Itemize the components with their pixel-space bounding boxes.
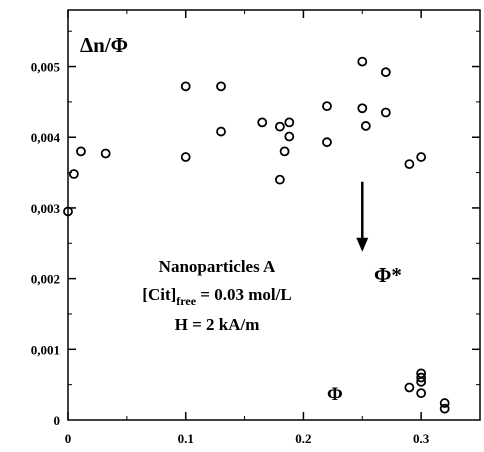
- data-point: [216, 81, 226, 92]
- data-point: [322, 137, 332, 148]
- citrate-concentration: [Cit]free = 0.03 mol/L: [142, 285, 291, 308]
- data-point: [216, 126, 226, 137]
- data-point: [357, 56, 368, 67]
- data-point: [180, 152, 191, 162]
- y-tick-label: 0,005: [31, 60, 61, 75]
- tick-labels: 0 0.1 0.2 0.3 0,001 0,002 0,003 0,004 0,005 0: [31, 60, 430, 446]
- arrow-head: [356, 237, 369, 252]
- citrate-value: = 0.03 mol/L: [196, 285, 292, 304]
- x-tick-label: 0.3: [413, 431, 430, 446]
- x-tick-label: 0.1: [178, 431, 194, 446]
- sample-name: Nanoparticles A: [159, 257, 276, 276]
- plot-frame: [67, 9, 481, 421]
- citrate-subscript: free: [176, 294, 196, 308]
- axis-ticks: [67, 10, 480, 420]
- data-point: [322, 101, 332, 112]
- data-point: [380, 107, 391, 118]
- magnetic-field: H = 2 kA/m: [175, 315, 260, 334]
- data-point: [416, 152, 427, 162]
- y-tick-label: 0: [54, 413, 61, 428]
- data-point: [416, 376, 427, 387]
- x-axis-label: Φ: [327, 384, 343, 405]
- data-point: [404, 159, 415, 170]
- y-tick-label: 0,004: [31, 130, 61, 145]
- phi-star-label: Φ*: [374, 263, 402, 287]
- data-point: [68, 169, 79, 179]
- data-point: [416, 388, 427, 399]
- data-point: [100, 148, 111, 159]
- data-point: [63, 206, 73, 217]
- phi-star-arrow: [356, 181, 369, 252]
- data-point: [274, 121, 285, 132]
- data-point: [416, 372, 427, 383]
- data-point: [404, 382, 415, 393]
- y-axis-label: Δn/Φ: [80, 33, 128, 57]
- y-tick-label: 0,003: [31, 201, 61, 216]
- data-point: [180, 81, 191, 92]
- data-point: [76, 146, 86, 157]
- data-point: [439, 403, 450, 414]
- data-point: [357, 103, 368, 114]
- data-point: [274, 174, 285, 185]
- data-point: [360, 121, 371, 131]
- x-tick-label: 0.2: [295, 431, 311, 446]
- x-tick-label: 0: [65, 431, 72, 446]
- data-point: [380, 67, 391, 78]
- data-point: [439, 398, 450, 408]
- data-points: [63, 56, 450, 414]
- data-point: [284, 131, 295, 142]
- data-point: [257, 117, 268, 128]
- y-tick-label: 0,001: [31, 342, 60, 357]
- citrate-main: [Cit]: [142, 285, 176, 304]
- y-tick-label: 0,002: [31, 272, 60, 287]
- data-point: [284, 117, 295, 128]
- data-point: [279, 146, 290, 157]
